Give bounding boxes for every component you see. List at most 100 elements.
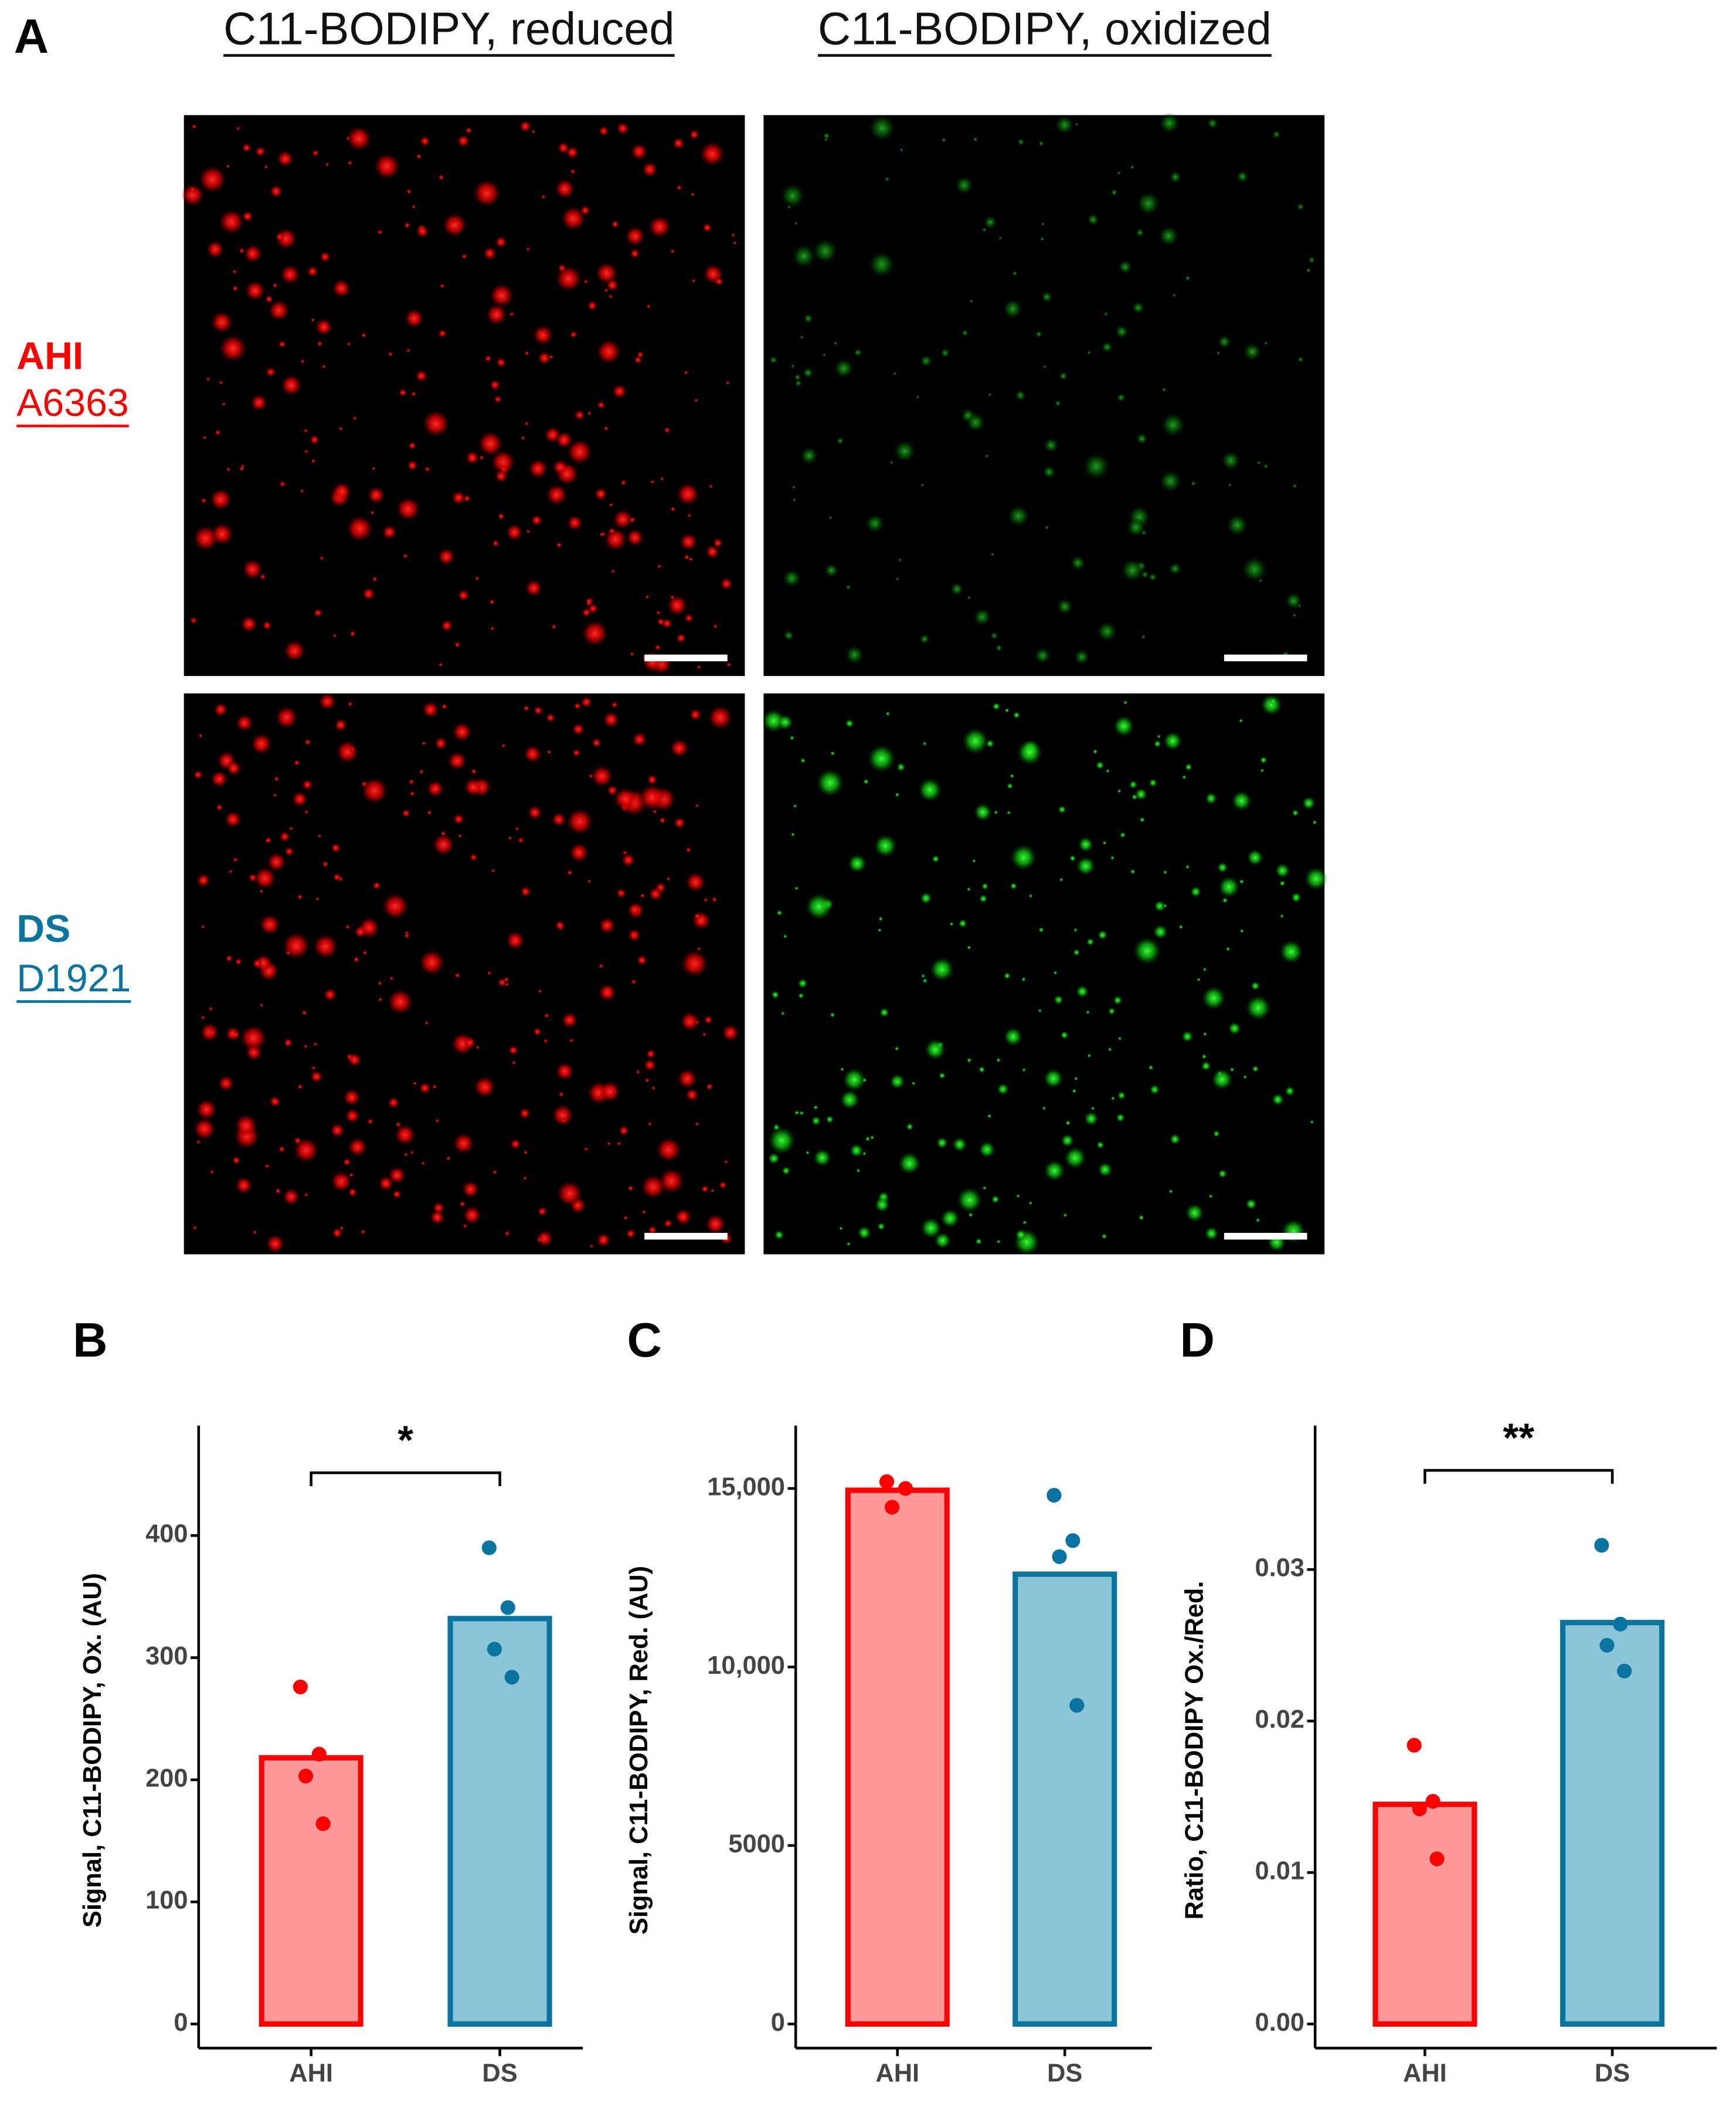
fluorescent-spot: [954, 176, 974, 195]
fluorescent-spot: [461, 253, 467, 260]
fluorescent-spot: [997, 1083, 1009, 1095]
fluorescent-spot: [1084, 1111, 1099, 1126]
data-point: [1047, 1487, 1062, 1503]
fluorescent-spot: [432, 1084, 437, 1089]
fluorescent-spot: [250, 394, 267, 412]
fluorescent-spot: [1110, 855, 1115, 860]
fluorescent-spot: [473, 179, 501, 208]
fluorescent-spot: [794, 1110, 800, 1116]
fluorescent-spot: [1038, 927, 1044, 933]
fluorescent-spot: [934, 1232, 951, 1249]
fluorescent-spot: [253, 867, 276, 890]
fluorescent-spot: [1185, 1204, 1204, 1222]
fluorescent-spot: [647, 1122, 652, 1126]
fluorescent-spot: [1222, 897, 1228, 903]
fluorescent-spot: [597, 401, 606, 409]
fluorescent-spot: [582, 620, 608, 647]
fluorescent-spot: [1003, 298, 1023, 319]
fluorescent-spot: [505, 524, 523, 541]
fluorescent-spot: [226, 467, 231, 472]
fluorescent-spot: [630, 143, 647, 160]
fluorescent-spot: [551, 624, 557, 630]
fluorescent-spot: [541, 195, 546, 199]
data-point: [898, 1481, 913, 1496]
fluorescent-spot: [1302, 796, 1316, 810]
fluorescent-spot: [798, 993, 804, 999]
fluorescent-spot: [677, 1069, 698, 1089]
fluorescent-spot: [962, 728, 988, 755]
fluorescent-spot: [932, 855, 940, 863]
fluorescent-spot: [372, 576, 378, 582]
fluorescent-spot: [1054, 400, 1062, 407]
fluorescent-spot: [566, 439, 593, 465]
fluorescent-spot: [1130, 165, 1135, 170]
fluorescent-spot: [911, 1081, 916, 1086]
fluorescent-spot: [894, 440, 916, 463]
fluorescent-spot: [676, 185, 682, 191]
fluorescent-spot: [634, 356, 643, 364]
fluorescent-spot: [463, 1224, 467, 1228]
fluorescent-spot: [236, 714, 253, 732]
fluorescent-spot: [459, 1201, 466, 1207]
fluorescent-spot: [346, 126, 372, 151]
fluorescent-spot: [979, 1141, 996, 1158]
fluorescent-spot: [269, 1096, 281, 1107]
data-point: [1429, 1851, 1445, 1867]
fluorescent-spot: [219, 209, 244, 235]
fluorescent-spot: [524, 421, 529, 426]
fluorescent-spot: [286, 950, 291, 956]
fluorescent-spot: [657, 564, 662, 569]
fluorescent-spot: [523, 705, 529, 712]
fluorescent-spot: [889, 1073, 905, 1089]
fluorescent-spot: [1245, 1198, 1257, 1210]
y-tick-label: 0.03: [1255, 1554, 1304, 1582]
fluorescent-spot: [304, 1192, 308, 1197]
fluorescent-spot: [939, 1072, 946, 1079]
fluorescent-spot: [255, 146, 266, 157]
fluorescent-spot: [430, 1209, 445, 1225]
fluorescent-spot: [956, 1187, 983, 1213]
fluorescent-spot: [990, 552, 995, 557]
fluorescent-spot: [1073, 927, 1078, 932]
fluorescent-spot: [713, 538, 723, 548]
fluorescent-spot: [524, 745, 542, 763]
fluorescent-spot: [1086, 938, 1095, 946]
fluorescent-spot: [1058, 371, 1068, 381]
fluorescent-spot: [392, 1190, 402, 1199]
bar: [1560, 1620, 1665, 2027]
fluorescent-spot: [1239, 879, 1245, 885]
fluorescent-spot: [495, 236, 507, 248]
fluorescent-spot: [209, 1170, 214, 1174]
fluorescent-spot: [361, 332, 366, 338]
fluorescent-spot: [710, 1188, 715, 1193]
fluorescent-spot: [936, 1137, 948, 1149]
fluorescent-spot: [426, 780, 444, 798]
fluorescent-spot: [991, 1195, 1000, 1204]
fluorescent-spot: [389, 976, 394, 981]
fluorescent-spot: [294, 760, 300, 766]
fluorescent-spot: [969, 299, 974, 304]
fluorescent-spot: [973, 137, 979, 142]
fluorescent-spot: [500, 465, 507, 472]
fluorescent-spot: [264, 837, 272, 844]
fluorescent-spot: [627, 1185, 634, 1192]
fluorescent-spot: [825, 1115, 834, 1124]
bar: [1013, 1571, 1117, 2027]
data-point: [504, 1670, 519, 1685]
fluorescent-spot: [347, 161, 352, 166]
fluorescent-spot: [490, 283, 514, 308]
fluorescent-spot: [494, 395, 502, 403]
fluorescent-spot: [1078, 837, 1093, 852]
fluorescent-spot: [546, 484, 568, 505]
fluorescent-spot: [1110, 1096, 1115, 1100]
fluorescent-spot: [213, 702, 228, 717]
fluorescent-spot: [1261, 694, 1282, 716]
fluorescent-spot: [497, 978, 507, 987]
fluorescent-spot: [277, 150, 294, 167]
fluorescent-spot: [685, 1088, 699, 1102]
fluorescent-spot: [276, 232, 284, 242]
bar: [447, 1616, 552, 2027]
fluorescent-spot: [225, 954, 233, 963]
fluorescent-spot: [452, 722, 472, 742]
